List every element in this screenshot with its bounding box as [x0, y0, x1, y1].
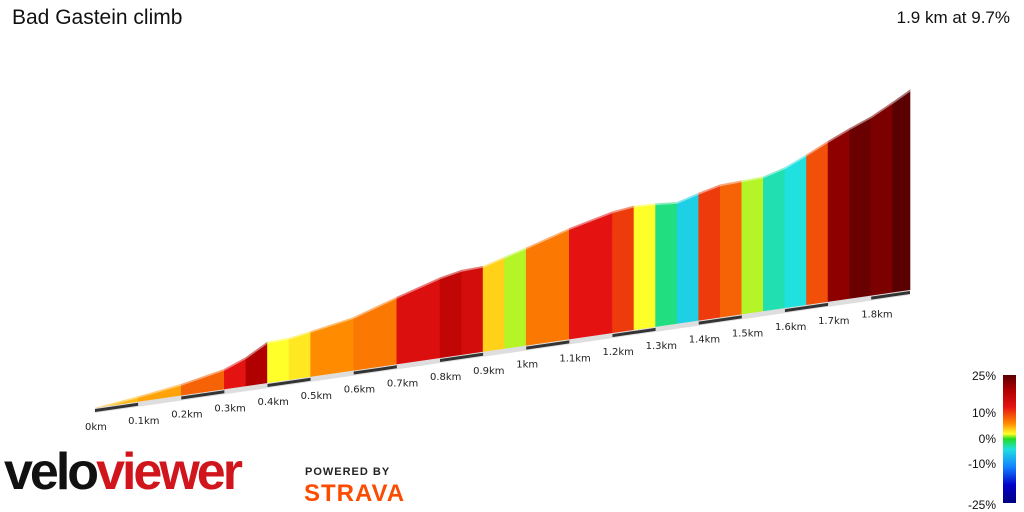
page-title: Bad Gastein climb — [12, 6, 183, 29]
baseline-km-band — [439, 352, 484, 363]
profile-segment — [396, 277, 441, 365]
profile-segment — [892, 89, 911, 293]
profile-segment — [504, 247, 527, 350]
gradient-legend-bar — [1003, 375, 1016, 503]
x-tick-label: 0.7km — [387, 378, 418, 389]
veloviewer-logo[interactable]: veloviewer — [4, 443, 243, 501]
logo-viewer-text: viewer — [96, 443, 243, 501]
baseline-km-band — [267, 377, 311, 388]
profile-segment — [849, 116, 872, 300]
x-tick-label: 1.2km — [602, 347, 633, 358]
profile-segment — [698, 184, 721, 321]
profile-segment — [267, 337, 290, 384]
legend-label-minus25: -25% — [967, 498, 996, 512]
logo-velo-text: velo — [4, 443, 99, 501]
x-tick-label: 1.1km — [559, 353, 590, 364]
profile-segment — [288, 330, 311, 381]
x-tick-label: 1.7km — [818, 316, 849, 327]
climb-summary: 1.9 km at 9.7% — [896, 8, 1010, 27]
powered-by-label: POWERED BY — [305, 466, 391, 478]
baseline-km-band — [871, 291, 910, 300]
profile-segment — [719, 180, 743, 318]
profile-segment — [763, 167, 786, 312]
baseline-km-band — [526, 340, 570, 350]
x-tick-label: 0.1km — [128, 416, 159, 427]
profile-segment — [870, 101, 894, 296]
x-tick-label: 0.4km — [257, 397, 288, 408]
x-tick-label: 1.3km — [646, 341, 677, 352]
legend-label-25: 25% — [971, 369, 996, 383]
profile-segment — [482, 256, 505, 353]
profile-segment — [569, 211, 613, 340]
x-tick-label: 1.6km — [775, 322, 806, 333]
x-tick-label: 1.5km — [732, 328, 763, 339]
profile-ridge-line — [94, 88, 911, 410]
x-tick-label: 0.5km — [301, 391, 332, 402]
x-tick-label: 0.9km — [473, 366, 504, 377]
profile-segment — [784, 154, 807, 309]
profile-segment — [676, 192, 700, 325]
profile-segment — [612, 205, 635, 334]
x-tick-label: 1.4km — [689, 335, 720, 346]
x-tick-label: 0.6km — [344, 385, 375, 396]
x-tick-label: 0.3km — [214, 403, 245, 414]
profile-segment — [806, 140, 829, 306]
x-tick-label: 1km — [516, 360, 538, 371]
profile-segment — [310, 316, 355, 378]
legend-label-minus10: -10% — [967, 457, 996, 471]
profile-segment — [633, 203, 656, 331]
baseline-km-band — [95, 402, 139, 412]
x-tick-label: 1.8km — [861, 310, 892, 321]
baseline-km-band — [353, 365, 397, 375]
profile-segment — [461, 265, 484, 356]
profile-segment — [439, 269, 462, 359]
x-tick-label: 0.8km — [430, 372, 461, 383]
legend-label-0: 0% — [978, 432, 996, 446]
x-tick-label: 0.2km — [171, 410, 202, 421]
x-tick-label: 0km — [85, 422, 107, 433]
baseline-km-band — [181, 390, 225, 400]
strava-logo[interactable]: STRAVA — [304, 480, 406, 507]
profile-segment — [655, 201, 678, 328]
profile-segment — [827, 127, 850, 303]
baseline-km-band — [612, 327, 656, 338]
baseline-km-band — [784, 302, 829, 313]
profile-segment — [741, 176, 764, 315]
legend-label-10: 10% — [971, 406, 996, 420]
baseline-km-band — [698, 315, 742, 325]
